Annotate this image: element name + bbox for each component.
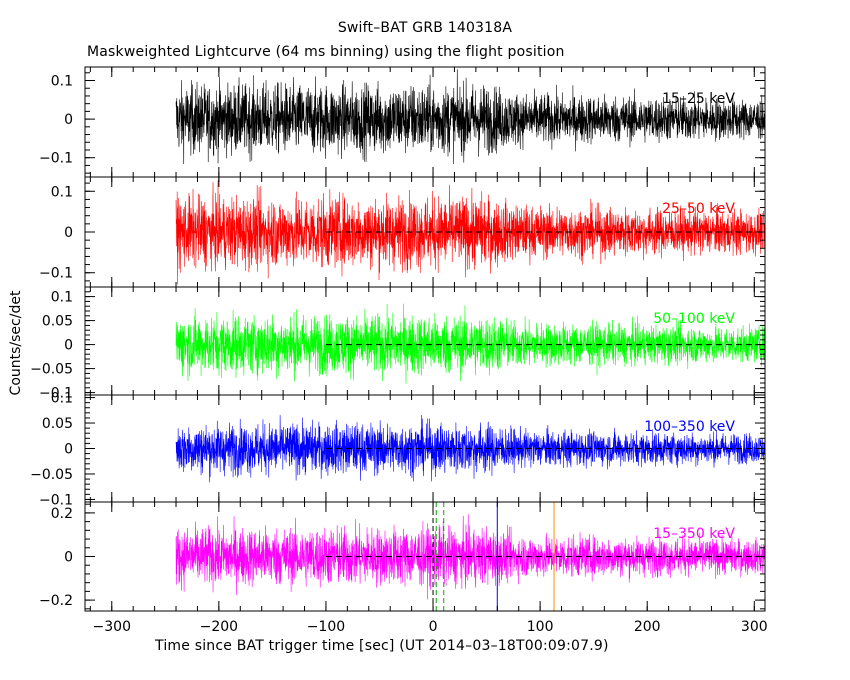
y-tick-label: −0.05 xyxy=(30,362,73,378)
x-tick-label: 200 xyxy=(634,619,661,635)
y-tick-label: 0.1 xyxy=(51,184,73,200)
x-tick-label: −200 xyxy=(200,619,238,635)
lightcurve-series xyxy=(175,180,765,285)
band-label: 25–50 keV xyxy=(662,201,735,217)
x-tick-label: −100 xyxy=(307,619,345,635)
lightcurve-series xyxy=(175,69,765,165)
y-tick-label: −0.2 xyxy=(39,593,73,609)
y-tick-label: 0.1 xyxy=(51,391,73,407)
chart-title: Swift–BAT GRB 140318A xyxy=(337,20,513,36)
x-tick-label: 300 xyxy=(741,619,768,635)
y-tick-label: 0.2 xyxy=(51,506,73,522)
y-tick-label: 0.05 xyxy=(42,314,73,330)
panel-3: −0.1 −0.05 0 0.05 0.1 50–100 keV xyxy=(30,286,766,402)
y-tick-label: −0.1 xyxy=(39,386,73,402)
x-tick-label: −300 xyxy=(93,619,131,635)
y-tick-label: 0 xyxy=(64,442,73,458)
y-tick-label: −0.05 xyxy=(30,467,73,483)
y-tick-label: −0.1 xyxy=(39,266,73,282)
x-tick-label: 100 xyxy=(527,619,554,635)
band-label: 100–350 keV xyxy=(644,419,735,435)
y-tick-label: 0.05 xyxy=(42,416,73,432)
panel-1: −0.1 0 0.1 15–25 keV xyxy=(39,66,766,178)
y-tick-label: −0.1 xyxy=(39,492,73,508)
y-tick-label: 0 xyxy=(64,112,73,128)
band-label: 15–25 keV xyxy=(662,91,735,107)
y-tick-label: −0.1 xyxy=(39,151,73,167)
band-label: 50–100 keV xyxy=(653,311,735,327)
y-tick-label: 0.1 xyxy=(51,74,73,90)
y-tick-label: 0 xyxy=(64,225,73,241)
panel-5: −0.2 0 0.2 15–350 keV xyxy=(39,501,766,612)
lightcurve-series xyxy=(175,303,765,384)
y-tick-label: 0 xyxy=(64,550,73,566)
lightcurve-series xyxy=(175,414,765,483)
panel-2: −0.1 0 0.1 25–50 keV xyxy=(39,176,766,288)
chart-subtitle: Maskweighted Lightcurve (64 ms binning) … xyxy=(87,44,565,60)
y-tick-label: 0 xyxy=(64,338,73,354)
y-tick-label: 0.1 xyxy=(51,290,73,306)
panel-4: −0.1 −0.05 0 0.05 0.1 100–350 keV xyxy=(30,391,766,508)
x-axis-label: Time since BAT trigger time [sec] (UT 20… xyxy=(155,638,609,654)
band-label: 15–350 keV xyxy=(653,526,735,542)
y-axis-label: Counts/sec/det xyxy=(8,290,24,396)
lightcurve-series xyxy=(175,514,765,600)
x-tick-label: 0 xyxy=(429,619,438,635)
